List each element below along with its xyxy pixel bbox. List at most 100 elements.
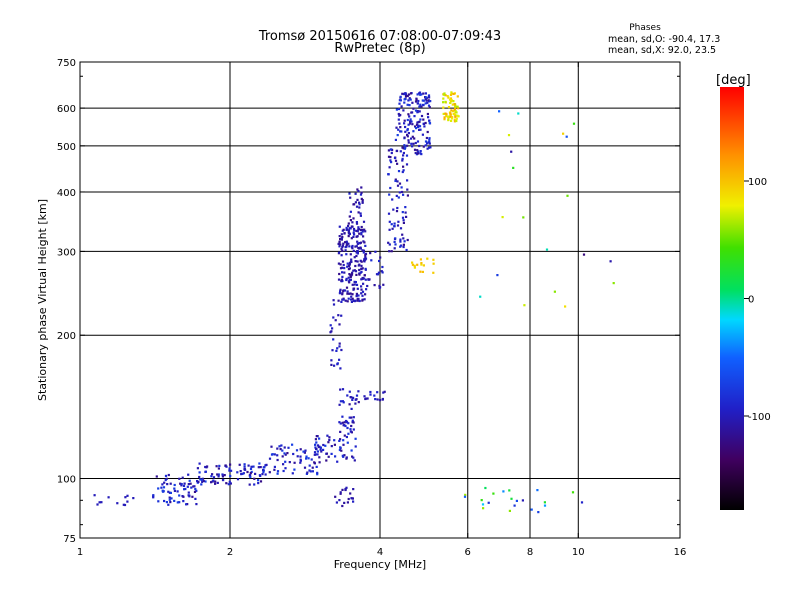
data-point [359, 241, 362, 244]
data-point [236, 471, 239, 474]
data-point [429, 146, 432, 149]
data-point [249, 472, 252, 475]
data-point [335, 501, 338, 504]
data-point [446, 115, 449, 118]
data-point [484, 486, 487, 490]
data-point [270, 445, 273, 448]
data-point [400, 190, 404, 194]
data-point [340, 449, 343, 452]
data-point [447, 115, 450, 118]
data-point [444, 112, 447, 115]
data-point [346, 501, 349, 504]
data-point [271, 453, 274, 456]
data-point [169, 491, 172, 494]
data-point [350, 298, 353, 301]
phases-line-o: mean, sd,O: -90.4, 17.3 [608, 34, 720, 45]
data-point [338, 439, 341, 442]
data-point [448, 98, 452, 101]
data-point [236, 478, 240, 481]
data-point [428, 106, 431, 109]
data-point [447, 106, 451, 109]
data-point [455, 117, 458, 120]
data-point [155, 475, 158, 478]
data-point [389, 156, 392, 159]
data-point [268, 457, 272, 460]
data-point [418, 110, 421, 113]
data-point [173, 487, 176, 490]
data-point [536, 489, 539, 492]
data-point [348, 273, 351, 276]
data-point [168, 498, 171, 501]
data-point [352, 231, 355, 234]
data-point [280, 444, 283, 447]
data-point [330, 363, 333, 366]
data-point [354, 201, 357, 204]
data-point [348, 245, 351, 248]
data-point [393, 247, 396, 250]
data-point [414, 141, 417, 145]
data-point [258, 474, 261, 477]
data-point [165, 501, 168, 504]
data-point [341, 275, 344, 278]
data-point [416, 149, 419, 152]
data-point [454, 110, 457, 113]
data-point [404, 146, 407, 149]
data-point [571, 491, 575, 494]
data-point [349, 253, 352, 256]
data-point [403, 240, 406, 243]
x-axis-label: Frequency [MHz] [334, 558, 426, 571]
data-point [345, 244, 348, 247]
data-point [224, 464, 227, 467]
data-point [580, 501, 584, 504]
data-point [307, 457, 310, 460]
data-point [456, 114, 459, 117]
data-point [336, 363, 339, 366]
data-point [343, 434, 346, 437]
data-point [293, 468, 296, 471]
data-point [279, 448, 282, 451]
chart-subtitle: RwPretec (8p) [334, 41, 425, 56]
data-point [353, 229, 356, 232]
data-point [314, 443, 317, 446]
data-point [400, 186, 403, 189]
data-point [413, 266, 416, 269]
data-point [211, 473, 214, 476]
data-point [249, 476, 252, 479]
data-point [420, 262, 423, 265]
data-point [253, 477, 256, 480]
data-point [582, 253, 586, 256]
data-point [160, 486, 163, 489]
data-point [310, 458, 313, 461]
data-point [399, 95, 402, 98]
data-point [259, 466, 262, 469]
data-point [193, 490, 197, 493]
data-point [487, 501, 490, 504]
data-point [325, 459, 328, 462]
data-point [352, 235, 355, 238]
data-point [346, 426, 349, 430]
data-point [282, 463, 285, 466]
data-point [352, 249, 355, 252]
data-point [327, 441, 330, 444]
data-point [107, 496, 110, 499]
data-point [381, 397, 384, 401]
data-point [261, 473, 264, 476]
data-point [421, 99, 424, 102]
data-point [345, 456, 348, 459]
y-tick-label: 750 [57, 58, 76, 69]
data-point [523, 304, 526, 307]
data-point [318, 456, 321, 459]
data-point [362, 251, 365, 254]
data-point [400, 130, 403, 133]
data-point [341, 236, 344, 239]
data-point [432, 258, 435, 261]
data-point [517, 112, 520, 115]
data-point [387, 212, 391, 215]
data-point [402, 221, 405, 224]
data-point [399, 238, 402, 241]
data-point [355, 292, 358, 295]
data-point [422, 264, 425, 267]
data-point [281, 449, 284, 452]
data-point [157, 500, 160, 503]
data-point [362, 220, 366, 223]
